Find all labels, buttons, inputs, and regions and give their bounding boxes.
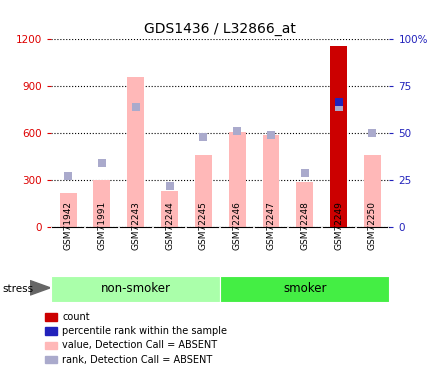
Bar — [127, 77, 144, 227]
Title: GDS1436 / L32866_at: GDS1436 / L32866_at — [144, 22, 296, 36]
Text: GSM71991: GSM71991 — [97, 201, 106, 250]
Bar — [93, 180, 110, 227]
Text: GSM72247: GSM72247 — [267, 201, 275, 250]
Text: GSM72245: GSM72245 — [199, 201, 208, 250]
Polygon shape — [30, 280, 50, 295]
Bar — [330, 46, 347, 227]
Text: GSM72244: GSM72244 — [165, 201, 174, 250]
Bar — [195, 155, 212, 227]
FancyBboxPatch shape — [51, 276, 220, 302]
Bar — [296, 182, 313, 227]
Bar — [364, 155, 381, 227]
Bar — [263, 135, 279, 227]
Bar — [161, 191, 178, 227]
Bar — [229, 132, 246, 227]
Text: rank, Detection Call = ABSENT: rank, Detection Call = ABSENT — [62, 355, 213, 364]
Text: percentile rank within the sample: percentile rank within the sample — [62, 326, 227, 336]
Text: count: count — [62, 312, 90, 322]
Text: non-smoker: non-smoker — [101, 282, 171, 295]
Text: GSM72243: GSM72243 — [131, 201, 140, 250]
Text: smoker: smoker — [283, 282, 327, 295]
Text: GSM72246: GSM72246 — [233, 201, 242, 250]
Bar — [330, 46, 347, 227]
Text: GSM72248: GSM72248 — [300, 201, 309, 250]
Text: GSM72249: GSM72249 — [334, 201, 343, 250]
Bar — [60, 192, 77, 227]
Text: GSM72250: GSM72250 — [368, 201, 377, 250]
FancyBboxPatch shape — [220, 276, 389, 302]
Text: GSM71942: GSM71942 — [64, 201, 73, 250]
Text: value, Detection Call = ABSENT: value, Detection Call = ABSENT — [62, 340, 218, 350]
Text: stress: stress — [2, 285, 33, 294]
